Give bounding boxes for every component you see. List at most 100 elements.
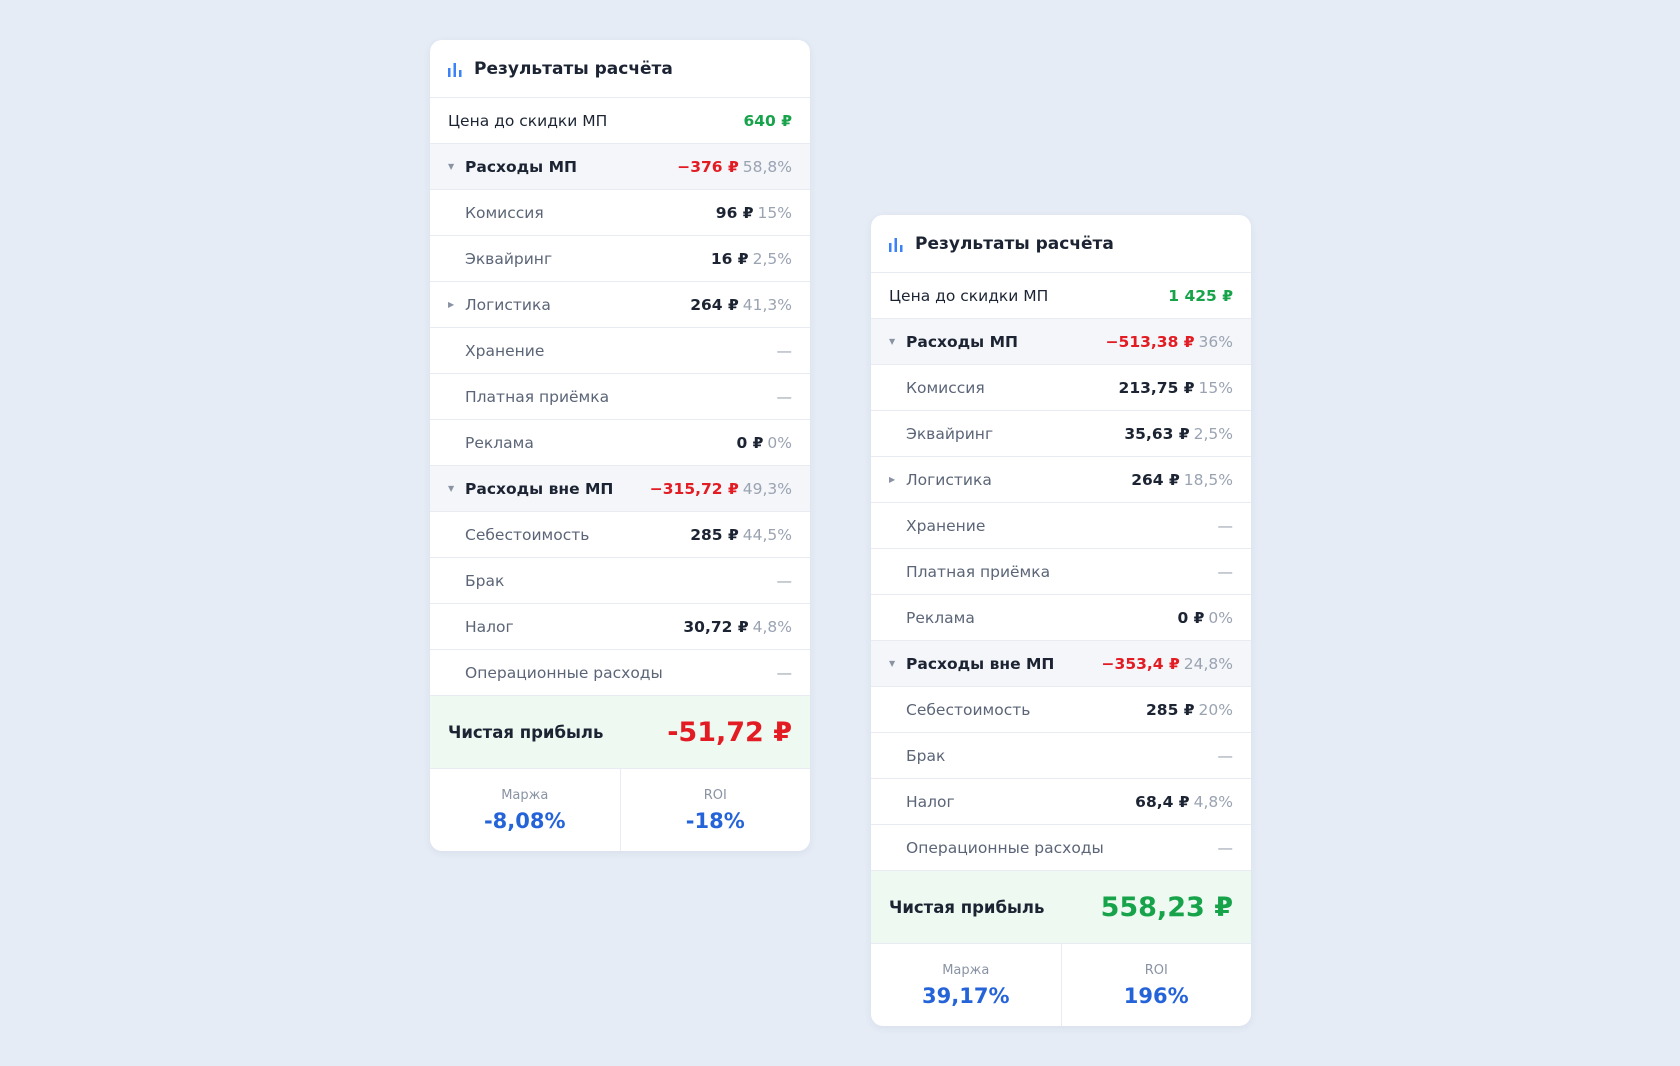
row-label: Налог: [448, 618, 683, 636]
item-row: Платная приёмка —: [430, 374, 810, 420]
profit-label: Чистая прибыль: [889, 897, 1045, 917]
group-row: ▼ Расходы МП −513,38 ₽36%: [871, 319, 1251, 365]
label-text: Расходы вне МП: [906, 654, 1055, 673]
label-text: Реклама: [906, 608, 975, 627]
metric: ROI -18%: [619, 769, 811, 851]
label-text: Комиссия: [465, 203, 544, 222]
item-row: ▶ Логистика 264 ₽41,3%: [430, 282, 810, 328]
row-value: −376 ₽: [677, 157, 739, 176]
label-text: Логистика: [906, 470, 992, 489]
chart-icon: [889, 237, 903, 252]
label-text: Себестоимость: [465, 525, 590, 544]
row-value: —: [1217, 562, 1234, 581]
item-row: Брак —: [430, 558, 810, 604]
metric-label: Маржа: [942, 962, 990, 978]
row-value: 35,63 ₽: [1124, 424, 1190, 443]
row-label: Эквайринг: [448, 250, 711, 268]
row-label: Операционные расходы: [889, 839, 1218, 857]
expand-arrow: ▶: [448, 300, 455, 309]
row-label: Себестоимость: [448, 526, 690, 544]
metrics: Маржа -8,08% ROI -18%: [430, 769, 810, 851]
label-text: Платная приёмка: [465, 387, 610, 406]
row-value: —: [1217, 746, 1234, 765]
label-text: Хранение: [465, 341, 545, 360]
chart-icon: [448, 62, 462, 77]
row-share: 4,8%: [1193, 792, 1233, 811]
net-profit: Чистая прибыль -51,72 ₽: [430, 696, 810, 769]
label-text: Эквайринг: [906, 424, 994, 443]
item-row: Себестоимость 285 ₽20%: [871, 687, 1251, 733]
label-text: Хранение: [906, 516, 986, 535]
item-row: Платная приёмка —: [871, 549, 1251, 595]
row-share: 0%: [767, 433, 792, 452]
row-value: —: [776, 663, 793, 682]
label-text: Расходы вне МП: [465, 479, 614, 498]
metric: Маржа -8,08%: [430, 769, 620, 851]
label-text: Цена до скидки МП: [889, 286, 1049, 305]
group-row: ▼ Расходы вне МП −315,72 ₽49,3%: [430, 466, 810, 512]
item-row: Комиссия 96 ₽15%: [430, 190, 810, 236]
card-title: Результаты расчёта: [915, 233, 1114, 254]
row-value: 16 ₽: [710, 249, 749, 268]
row-label: Налог: [889, 793, 1135, 811]
row-share: 15%: [757, 203, 792, 222]
row-share: 0%: [1208, 608, 1233, 627]
row-share: 2,5%: [1193, 424, 1233, 443]
metric-label: Маржа: [501, 787, 549, 803]
item-row: Эквайринг 35,63 ₽2,5%: [871, 411, 1251, 457]
metric-value: -18%: [685, 808, 745, 833]
row-value: 1 425 ₽: [1168, 286, 1233, 305]
row-label: Брак: [889, 747, 1218, 765]
row-value: −353,4 ₽: [1101, 654, 1180, 673]
item-row: Себестоимость 285 ₽44,5%: [430, 512, 810, 558]
row-share: 44,5%: [742, 525, 792, 544]
row-value: 0 ₽: [736, 433, 764, 452]
label-text: Реклама: [465, 433, 534, 452]
group-row: ▼ Расходы МП −376 ₽58,8%: [430, 144, 810, 190]
label-text: Себестоимость: [906, 700, 1031, 719]
row-value: 264 ₽: [1131, 470, 1180, 489]
label-text: Цена до скидки МП: [448, 111, 608, 130]
row-label: Эквайринг: [889, 425, 1124, 443]
expand-arrow: ▼: [889, 659, 896, 668]
row-label: Операционные расходы: [448, 664, 777, 682]
item-row: Налог 68,4 ₽4,8%: [871, 779, 1251, 825]
label-text: Эквайринг: [465, 249, 553, 268]
label-text: Брак: [465, 571, 505, 590]
row-share: 20%: [1198, 700, 1233, 719]
card-title: Результаты расчёта: [474, 58, 673, 79]
row-share: 49,3%: [742, 479, 792, 498]
label-text: Расходы МП: [906, 332, 1018, 351]
label-text: Логистика: [465, 295, 551, 314]
net-profit: Чистая прибыль 558,23 ₽: [871, 871, 1251, 944]
card-header: Результаты расчёта: [871, 215, 1251, 273]
row-value: 213,75 ₽: [1118, 378, 1195, 397]
row-label: Хранение: [889, 517, 1218, 535]
metric-label: ROI: [703, 787, 727, 803]
label-text: Налог: [906, 792, 955, 811]
price-row: Цена до скидки МП 640 ₽: [430, 98, 810, 144]
item-row: Комиссия 213,75 ₽15%: [871, 365, 1251, 411]
row-value: —: [1217, 516, 1234, 535]
row-label: Комиссия: [448, 204, 716, 222]
row-label: ▼ Расходы вне МП: [448, 480, 650, 498]
row-label: Цена до скидки МП: [889, 287, 1168, 305]
row-share: 41,3%: [742, 295, 792, 314]
label-text: Комиссия: [906, 378, 985, 397]
row-value: —: [776, 387, 793, 406]
row-share: 4,8%: [752, 617, 792, 636]
metric-label: ROI: [1144, 962, 1168, 978]
item-row: ▶ Логистика 264 ₽18,5%: [871, 457, 1251, 503]
row-value: 640 ₽: [743, 111, 792, 130]
item-row: Хранение —: [430, 328, 810, 374]
row-share: 36%: [1198, 332, 1233, 351]
row-label: Реклама: [889, 609, 1177, 627]
results-card: Результаты расчёта Цена до скидки МП 1 425…: [871, 215, 1251, 1026]
row-value: 30,72 ₽: [683, 617, 749, 636]
row-share: 2,5%: [752, 249, 792, 268]
row-value: —: [776, 341, 793, 360]
item-row: Эквайринг 16 ₽2,5%: [430, 236, 810, 282]
row-label: Брак: [448, 572, 777, 590]
price-row: Цена до скидки МП 1 425 ₽: [871, 273, 1251, 319]
metric: ROI 196%: [1060, 944, 1252, 1026]
